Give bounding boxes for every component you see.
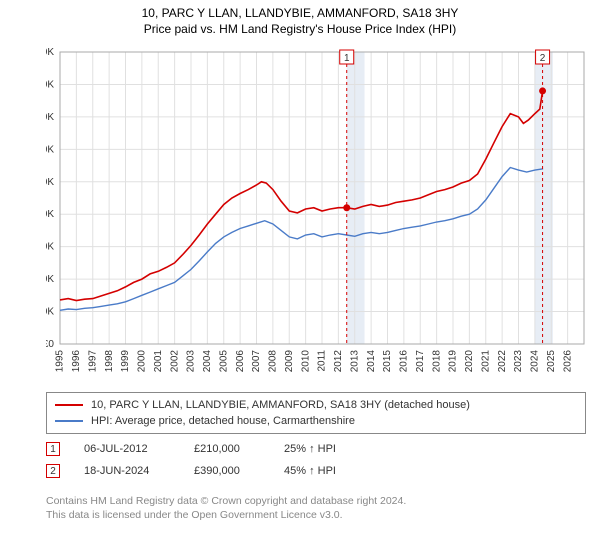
legend-item: HPI: Average price, detached house, Carm… (55, 413, 577, 429)
sale-rows: 1 06-JUL-2012£210,00025% ↑ HPI 2 18-JUN-202… (46, 438, 586, 482)
x-tick-label: 2004 (202, 350, 213, 373)
sale-row: 1 06-JUL-2012£210,00025% ↑ HPI (46, 438, 586, 460)
x-tick-label: 2007 (251, 350, 262, 373)
chart-area: £0 £50K £100K £150K £200K £250K £300K £350K £400… (46, 44, 586, 380)
y-tick-label: £350K (46, 112, 54, 123)
x-tick-label: 2011 (317, 350, 328, 372)
y-tick-label: £450K (46, 47, 54, 58)
y-tick-label: £300K (46, 144, 54, 155)
x-tick-label: 2009 (284, 350, 295, 373)
x-tick-label: 2014 (366, 350, 377, 373)
sale-price: £210,000 (194, 443, 284, 455)
x-tick-label: 1996 (71, 350, 82, 373)
x-tick-label: 2019 (448, 350, 459, 373)
marker-box-label: 2 (540, 53, 546, 64)
x-tick-label: 2023 (513, 350, 524, 373)
x-tick-label: 2015 (382, 350, 393, 373)
legend-item: 10, PARC Y LLAN, LLANDYBIE, AMMANFORD, S… (55, 397, 577, 413)
sale-diff: 25% ↑ HPI (284, 443, 384, 455)
x-tick-label: 2002 (169, 350, 180, 373)
y-tick-label: £150K (46, 242, 54, 253)
sale-index-box: 1 (46, 442, 60, 456)
chart-svg: £0 £50K £100K £150K £200K £250K £300K £350K £400… (46, 44, 586, 380)
marker-box-label: 1 (344, 53, 350, 64)
sale-row: 2 18-JUN-2024£390,00045% ↑ HPI (46, 460, 586, 482)
x-tick-label: 2012 (333, 350, 344, 373)
legend-label: HPI: Average price, detached house, Carm… (91, 415, 355, 427)
x-tick-label: 2025 (546, 350, 557, 373)
sale-index-box: 2 (46, 464, 60, 478)
marker-dot (539, 87, 546, 94)
x-tick-label: 2006 (235, 350, 246, 373)
y-tick-label: £200K (46, 209, 54, 220)
title-address: 10, PARC Y LLAN, LLANDYBIE, AMMANFORD, S… (0, 6, 600, 20)
x-tick-label: 2021 (480, 350, 491, 373)
marker-dot (343, 204, 350, 211)
x-tick-label: 1999 (120, 350, 131, 373)
shaded-range (347, 52, 365, 344)
y-tick-label: £50K (46, 307, 54, 318)
sale-date: 06-JUL-2012 (84, 443, 194, 455)
x-tick-label: 2018 (431, 350, 442, 373)
x-tick-label: 2003 (186, 350, 197, 373)
x-tick-label: 2016 (399, 350, 410, 373)
y-tick-label: £400K (46, 79, 54, 90)
legend-swatch (55, 420, 83, 422)
legend: 10, PARC Y LLAN, LLANDYBIE, AMMANFORD, S… (46, 392, 586, 434)
x-tick-label: 2026 (562, 350, 573, 373)
title-block: 10, PARC Y LLAN, LLANDYBIE, AMMANFORD, S… (0, 0, 600, 40)
shaded-range (535, 52, 553, 344)
series-hpi (60, 168, 543, 311)
y-tick-label: £100K (46, 274, 54, 285)
footer: Contains HM Land Registry data © Crown c… (46, 494, 586, 522)
x-tick-label: 2008 (268, 350, 279, 373)
sale-diff: 45% ↑ HPI (284, 465, 384, 477)
x-tick-label: 2000 (137, 350, 148, 373)
sale-price: £390,000 (194, 465, 284, 477)
x-tick-label: 2010 (300, 350, 311, 373)
sale-date: 18-JUN-2024 (84, 465, 194, 477)
series-price_paid (60, 91, 543, 301)
x-tick-label: 1998 (104, 350, 115, 373)
legend-swatch (55, 404, 83, 406)
footer-line-2: This data is licensed under the Open Gov… (46, 508, 586, 522)
x-tick-label: 2024 (530, 350, 541, 373)
x-tick-label: 1997 (87, 350, 98, 373)
y-tick-label: £0 (46, 339, 54, 350)
legend-label: 10, PARC Y LLAN, LLANDYBIE, AMMANFORD, S… (91, 399, 470, 411)
title-subtitle: Price paid vs. HM Land Registry's House … (0, 22, 600, 36)
x-tick-label: 2022 (497, 350, 508, 373)
y-tick-label: £250K (46, 177, 54, 188)
x-tick-label: 2017 (415, 350, 426, 373)
x-tick-label: 2013 (349, 350, 360, 373)
chart-container: 10, PARC Y LLAN, LLANDYBIE, AMMANFORD, S… (0, 0, 600, 560)
x-tick-label: 2001 (153, 350, 164, 373)
x-tick-label: 2020 (464, 350, 475, 373)
footer-line-1: Contains HM Land Registry data © Crown c… (46, 494, 586, 508)
x-tick-label: 2005 (218, 350, 229, 373)
x-tick-label: 1995 (55, 350, 66, 373)
